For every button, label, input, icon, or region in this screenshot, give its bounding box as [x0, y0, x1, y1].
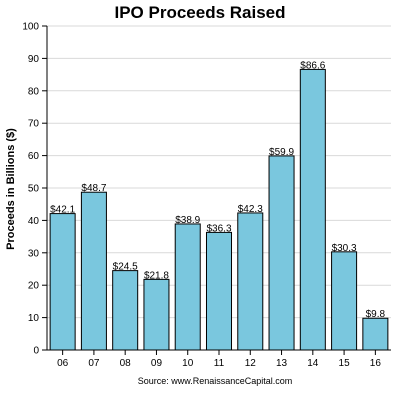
bar-12 — [237, 212, 264, 351]
bar-13 — [268, 155, 295, 351]
x-tick-label: 08 — [120, 358, 132, 369]
bar-07 — [80, 191, 107, 351]
data-label-14: $86.6 — [300, 60, 325, 71]
bar-14 — [299, 68, 326, 351]
y-tick-label: 100 — [22, 22, 39, 33]
data-label-10: $38.9 — [175, 215, 200, 226]
chart-title: IPO Proceeds Raised — [114, 3, 285, 22]
bar-08 — [112, 270, 139, 351]
x-tick-label: 09 — [151, 358, 163, 369]
y-tick-labels: 0 10 20 30 40 50 60 70 80 90 100 — [22, 22, 39, 357]
bar-10 — [174, 223, 201, 351]
bars — [49, 68, 389, 351]
x-tick-label: 07 — [88, 358, 100, 369]
y-tick-label: 0 — [33, 346, 39, 357]
y-tick-label: 40 — [28, 216, 40, 227]
y-tick-label: 50 — [28, 184, 40, 195]
data-label-15: $30.3 — [332, 243, 357, 254]
x-tick-label: 13 — [276, 358, 288, 369]
y-tick-label: 70 — [28, 119, 40, 130]
bar-16 — [362, 317, 389, 351]
y-tick-label: 30 — [28, 248, 40, 259]
data-label-08: $24.5 — [113, 262, 138, 273]
data-label-09: $21.8 — [144, 270, 169, 281]
data-labels: $42.1 $48.7 $24.5 $21.8 $38.9 $36.3 $42.3 $59.9… — [50, 60, 385, 320]
axes — [42, 25, 391, 355]
y-tick-label: 10 — [28, 313, 40, 324]
data-label-11: $36.3 — [206, 223, 231, 234]
data-label-06: $42.1 — [50, 205, 75, 216]
y-axis-label: Proceeds in Billions ($) — [5, 128, 17, 250]
x-tick-label: 10 — [182, 358, 194, 369]
y-tick-label: 90 — [28, 54, 40, 65]
data-label-12: $42.3 — [238, 204, 263, 215]
x-tick-label: 11 — [214, 358, 225, 369]
bar-15 — [331, 251, 358, 351]
bar-09 — [143, 278, 170, 351]
bar-06 — [49, 213, 76, 351]
data-label-16: $9.8 — [366, 309, 386, 320]
y-tick-label: 60 — [28, 151, 40, 162]
x-tick-label: 12 — [245, 358, 257, 369]
x-tick-label: 06 — [57, 358, 69, 369]
source-note: Source: www.RenaissanceCapital.com — [138, 376, 293, 386]
data-label-13: $59.9 — [269, 147, 294, 158]
x-tick-label: 14 — [307, 358, 319, 369]
x-tick-labels: 06 07 08 09 10 11 12 13 14 15 16 — [57, 358, 381, 369]
data-label-07: $48.7 — [81, 183, 106, 194]
x-tick-label: 15 — [339, 358, 351, 369]
y-tick-label: 80 — [28, 86, 40, 97]
x-tick-label: 16 — [370, 358, 382, 369]
y-tick-label: 20 — [28, 281, 40, 292]
bar-11 — [205, 231, 233, 351]
